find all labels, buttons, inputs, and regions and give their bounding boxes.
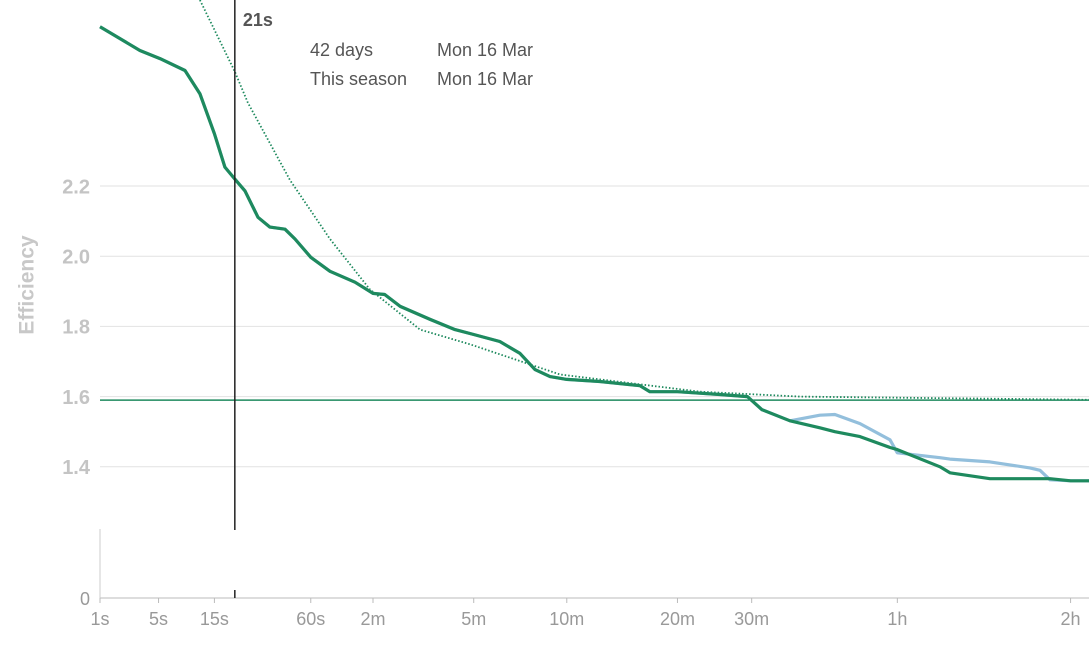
- x-tick-label: 30m: [734, 609, 769, 629]
- cursor-label: 21s: [243, 10, 273, 30]
- x-tick-label: 1h: [887, 609, 907, 629]
- x-tick-label: 2h: [1061, 609, 1081, 629]
- x-tick-label: 60s: [296, 609, 325, 629]
- x-tick-label: 15s: [200, 609, 229, 629]
- x-tick-label: 1s: [90, 609, 109, 629]
- fit-line: [199, 0, 1089, 401]
- x-tick-label: 5m: [461, 609, 486, 629]
- y-axis-label: Efficiency: [16, 235, 39, 335]
- tooltip-date: Mon 16 Mar: [437, 69, 533, 89]
- x-tick-label: 20m: [660, 609, 695, 629]
- tooltip-bg: [294, 30, 675, 96]
- tooltip-name: 42 days: [310, 40, 373, 60]
- tooltip-date: Mon 16 Mar: [437, 40, 533, 60]
- x-tick-label: 2m: [360, 609, 385, 629]
- y-tick-label: 1.8: [62, 317, 90, 339]
- y-tick-label: 1.6: [62, 387, 90, 409]
- y-tick-label: 0: [80, 589, 90, 609]
- series-line: [99, 25, 1089, 483]
- y-tick-label: 1.4: [62, 457, 91, 479]
- x-tick-label: 5s: [149, 609, 168, 629]
- y-tick-label: 2.2: [62, 176, 90, 198]
- x-tick-label: 10m: [549, 609, 584, 629]
- y-tick-label: 2.0: [62, 246, 90, 268]
- tooltip-name: This season: [310, 69, 407, 89]
